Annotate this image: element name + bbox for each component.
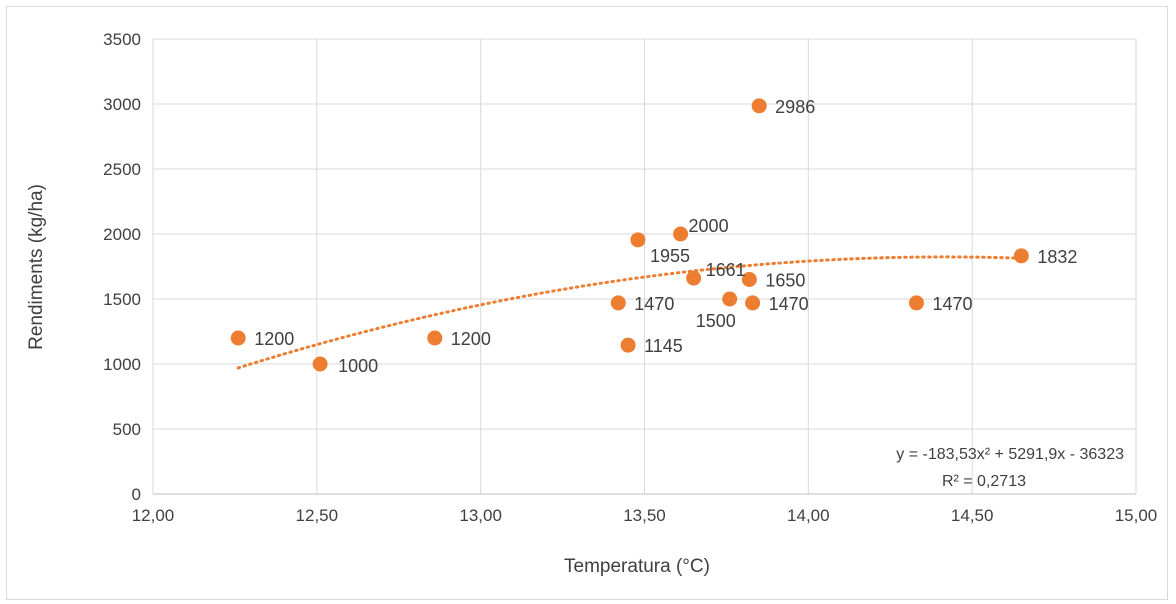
data-point (751, 98, 767, 114)
data-label: 1661 (706, 260, 746, 280)
chart-frame (6, 6, 1168, 600)
data-labels: 1200 1000 1200 1470 1145 1955 2000 1661 1500 1650… (254, 97, 1077, 376)
y-tick-label: 1500 (103, 290, 141, 309)
data-point (722, 291, 738, 307)
data-point (312, 356, 328, 372)
y-tick-label: 1000 (103, 355, 141, 374)
y-tick-label: 3000 (103, 95, 141, 114)
data-label: 1500 (696, 311, 736, 331)
data-point (1013, 248, 1029, 264)
data-label: 1470 (932, 294, 972, 314)
axis-ticks: 12,00 12,50 13,00 13,50 14,00 14,50 15,00 0 500 1… (103, 30, 1157, 525)
x-tick-label: 14,00 (787, 506, 830, 525)
x-tick-label: 12,00 (132, 506, 175, 525)
data-point (230, 330, 246, 346)
data-point (673, 226, 689, 242)
x-tick-label: 14,50 (951, 506, 994, 525)
y-tick-label: 500 (113, 420, 141, 439)
data-label: 1200 (254, 329, 294, 349)
trendline-r-squared: R² = 0,2713 (942, 473, 1026, 490)
x-tick-label: 13,00 (459, 506, 502, 525)
data-point (745, 295, 761, 311)
data-point (620, 337, 636, 353)
y-tick-label: 0 (132, 485, 141, 504)
y-tick-label: 2000 (103, 225, 141, 244)
y-tick-label: 3500 (103, 30, 141, 49)
data-point (686, 270, 702, 286)
y-tick-label: 2500 (103, 160, 141, 179)
data-label: 1145 (644, 336, 683, 356)
data-label: 1470 (769, 294, 809, 314)
data-label: 2000 (689, 216, 729, 236)
data-point (908, 295, 924, 311)
x-tick-label: 15,00 (1115, 506, 1158, 525)
x-tick-label: 13,50 (623, 506, 666, 525)
data-point (741, 272, 757, 287)
grid (152, 38, 1137, 495)
data-label: 1470 (634, 294, 674, 314)
data-label: 1650 (765, 271, 805, 291)
y-axis-title: Rendiments (kg/ha) (26, 184, 47, 350)
data-points (230, 98, 1029, 372)
x-axis-title: Temperatura (°C) (564, 556, 710, 577)
trendline-equation: y = -183,53x² + 5291,9x - 36323 (896, 446, 1124, 463)
data-point (630, 232, 646, 248)
data-point (610, 295, 626, 311)
data-label: 1200 (451, 329, 491, 349)
data-label: 2986 (775, 97, 815, 117)
data-point (427, 330, 443, 346)
trendline-path (236, 255, 1023, 370)
data-label: 1000 (338, 356, 378, 376)
data-label: 1955 (650, 246, 690, 266)
x-tick-label: 12,50 (296, 506, 339, 525)
trendline (236, 255, 1023, 370)
data-label: 1832 (1037, 247, 1077, 267)
